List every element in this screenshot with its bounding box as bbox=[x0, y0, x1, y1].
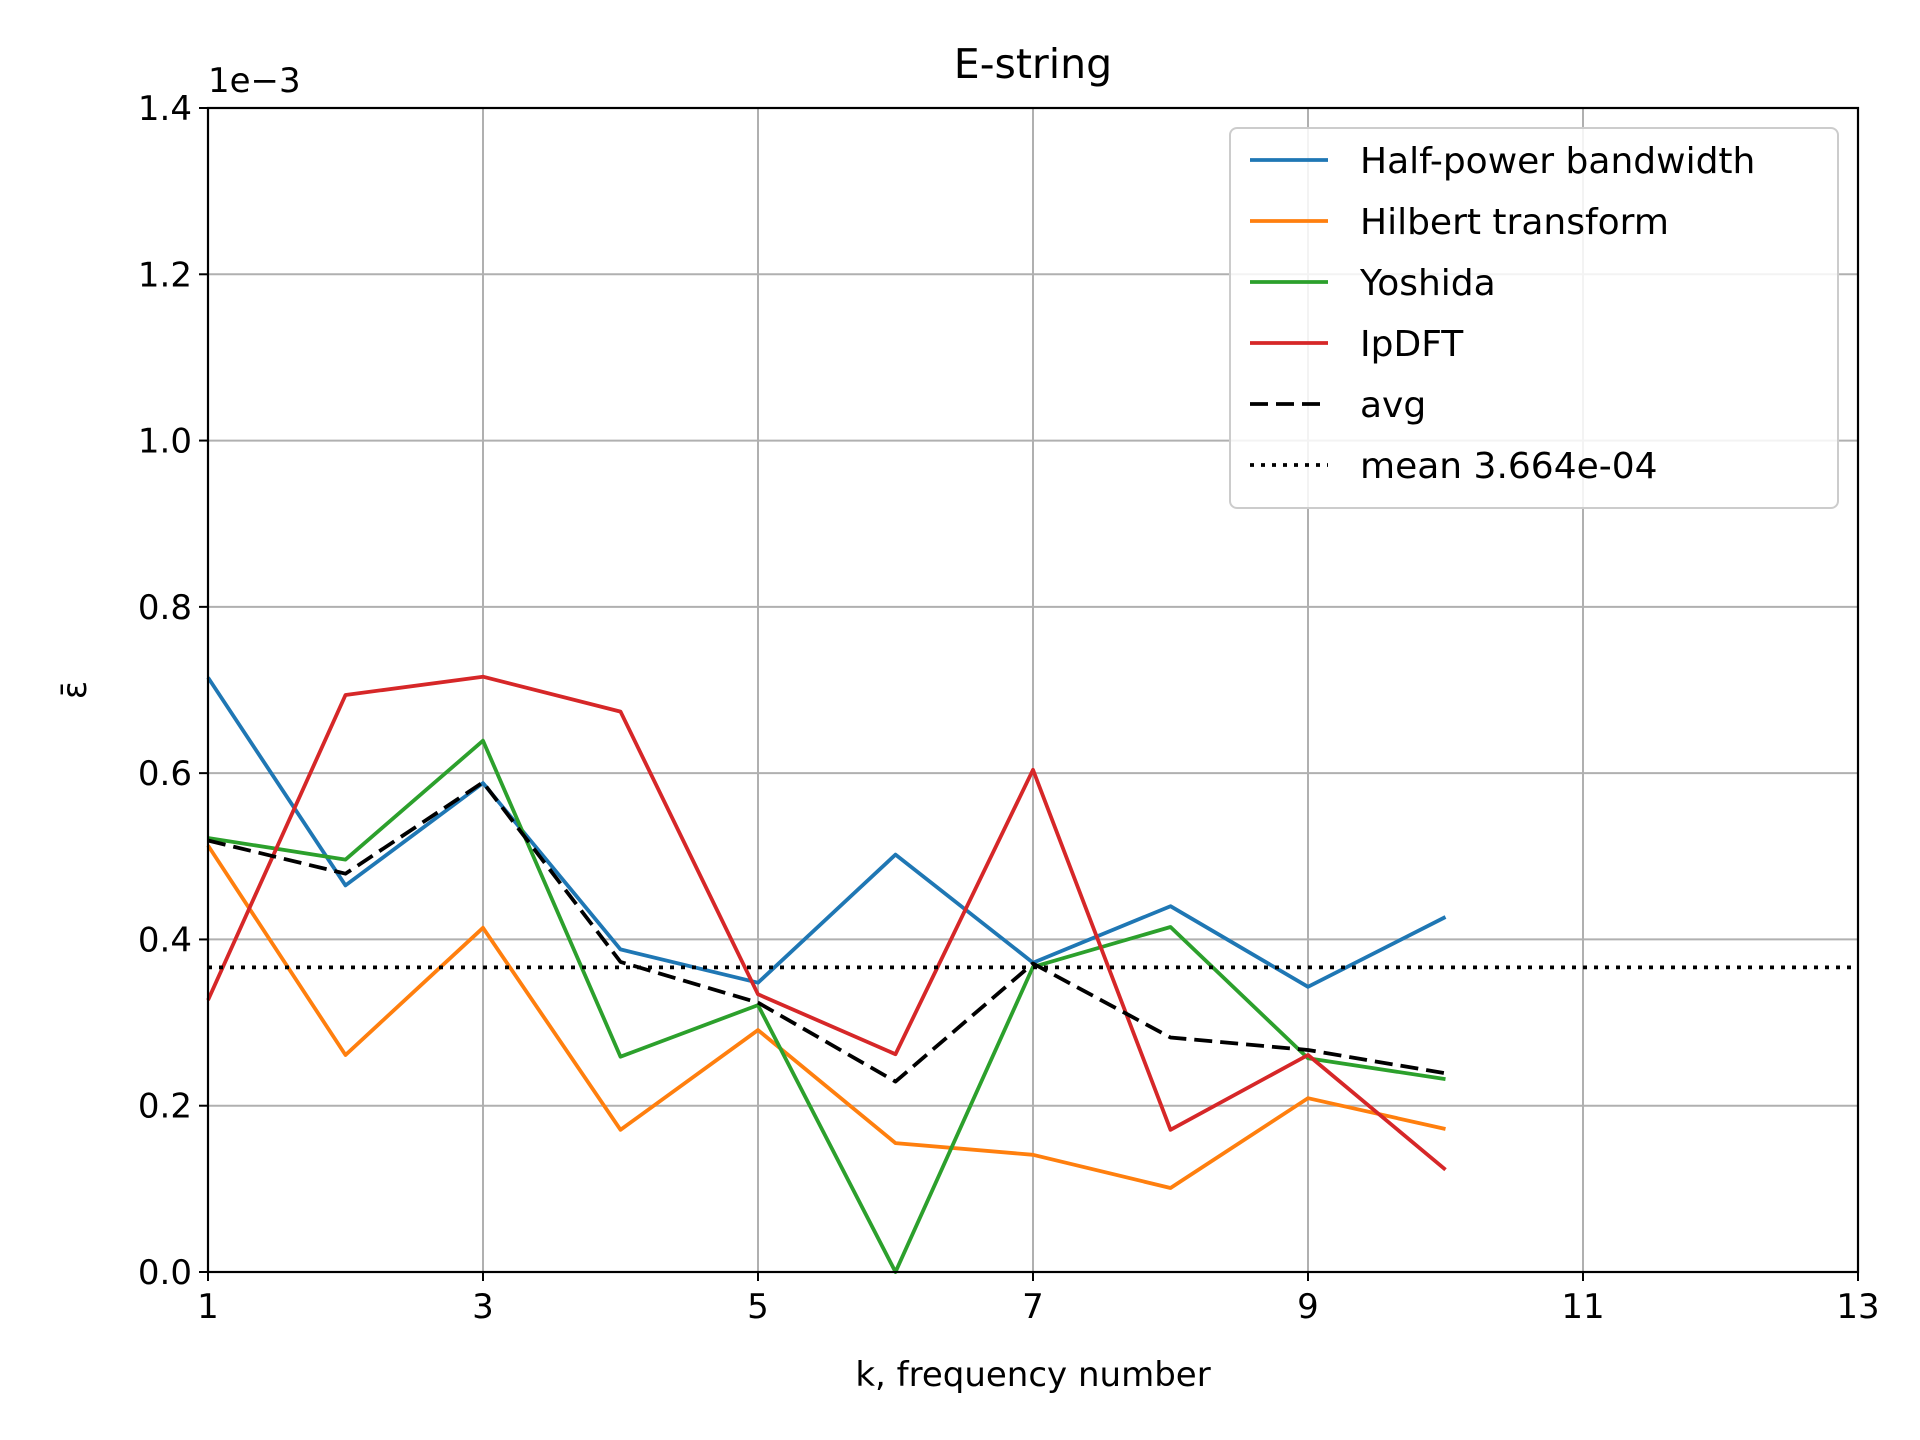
series-line-yoshida bbox=[207, 738, 1446, 1274]
y-tick-label: 0.8 bbox=[138, 588, 192, 628]
legend-box bbox=[1229, 127, 1839, 509]
y-tick-label: 1.4 bbox=[138, 89, 192, 129]
legend-label-mean-3-664e-04: mean 3.664e-04 bbox=[1360, 446, 1658, 487]
y-tick-label: 1.0 bbox=[138, 422, 192, 462]
legend-label-yoshida: Yoshida bbox=[1359, 263, 1496, 304]
legend: Half-power bandwidth Hilbert transform Yos… bbox=[1229, 127, 1839, 509]
x-tick-label: 9 bbox=[1297, 1287, 1319, 1327]
y-tick-label: 0.4 bbox=[138, 920, 192, 960]
x-tick-label: 1 bbox=[197, 1287, 219, 1327]
series-line-ipdft bbox=[206, 674, 1447, 1172]
chart-title: E-string bbox=[954, 40, 1112, 88]
y-tick-label: 0.0 bbox=[138, 1253, 192, 1293]
y-axis-title: ε̄ bbox=[55, 681, 95, 699]
x-tick-label: 13 bbox=[1836, 1287, 1879, 1327]
x-tick-label: 7 bbox=[1022, 1287, 1044, 1327]
x-tick-label: 11 bbox=[1561, 1287, 1604, 1327]
series-line-avg bbox=[207, 780, 1446, 1084]
y-tick-label: 0.6 bbox=[138, 754, 192, 794]
y-axis-scale-label: 1e−3 bbox=[208, 61, 301, 101]
legend-label-ipdft: IpDFT bbox=[1360, 324, 1464, 365]
series-line-half-power-bandwidth bbox=[206, 676, 1447, 989]
legend-label-avg: avg bbox=[1360, 385, 1426, 426]
ticks: 1 3 5 7 9 11 130.00.20.40.60.81.01.21.4 bbox=[138, 89, 1880, 1327]
series-layer bbox=[206, 674, 1858, 1274]
y-tick-label: 1.2 bbox=[138, 255, 192, 295]
legend-label-half-power-bandwidth: Half-power bandwidth bbox=[1360, 141, 1755, 182]
x-tick-label: 5 bbox=[747, 1287, 769, 1327]
legend-label-hilbert-transform: Hilbert transform bbox=[1360, 202, 1669, 243]
y-tick-label: 0.2 bbox=[138, 1087, 192, 1127]
x-tick-label: 3 bbox=[472, 1287, 494, 1327]
series-line-hilbert-transform bbox=[206, 844, 1446, 1190]
x-axis-title: k, frequency number bbox=[855, 1355, 1210, 1395]
